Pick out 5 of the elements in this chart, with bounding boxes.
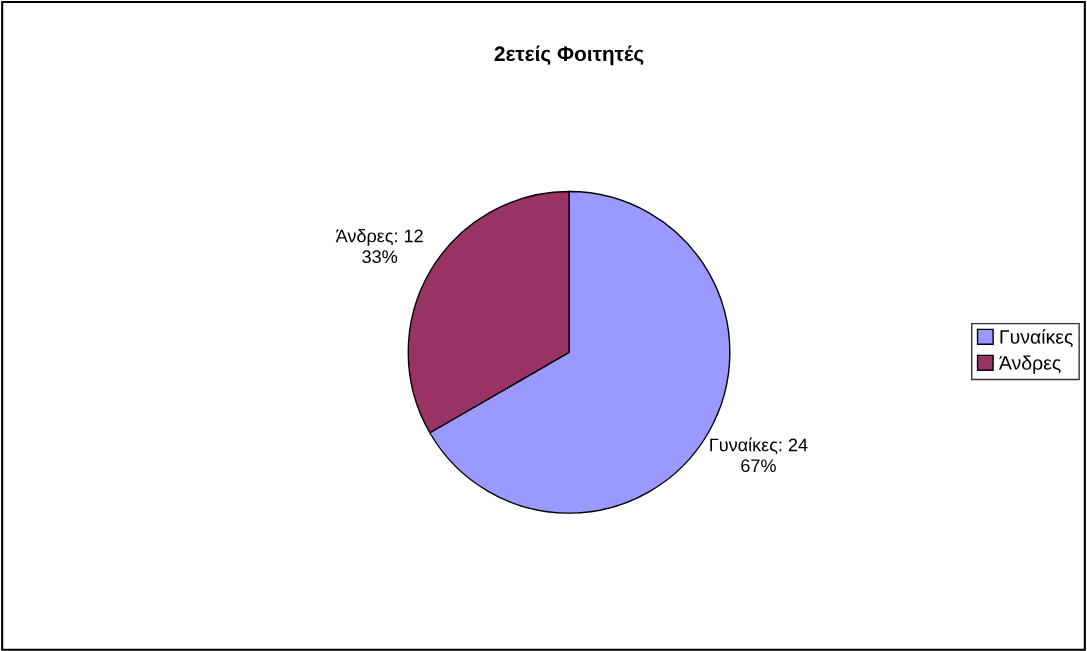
legend-label: Γυναίκες (1000, 328, 1073, 347)
legend-label: Άνδρες (998, 355, 1061, 374)
chart-title: 2ετείς Φοιτητές (494, 45, 644, 66)
data-label: Γυναίκες: 24 67% (710, 437, 808, 473)
data-label: Άνδρες: 12 33% (335, 229, 423, 264)
